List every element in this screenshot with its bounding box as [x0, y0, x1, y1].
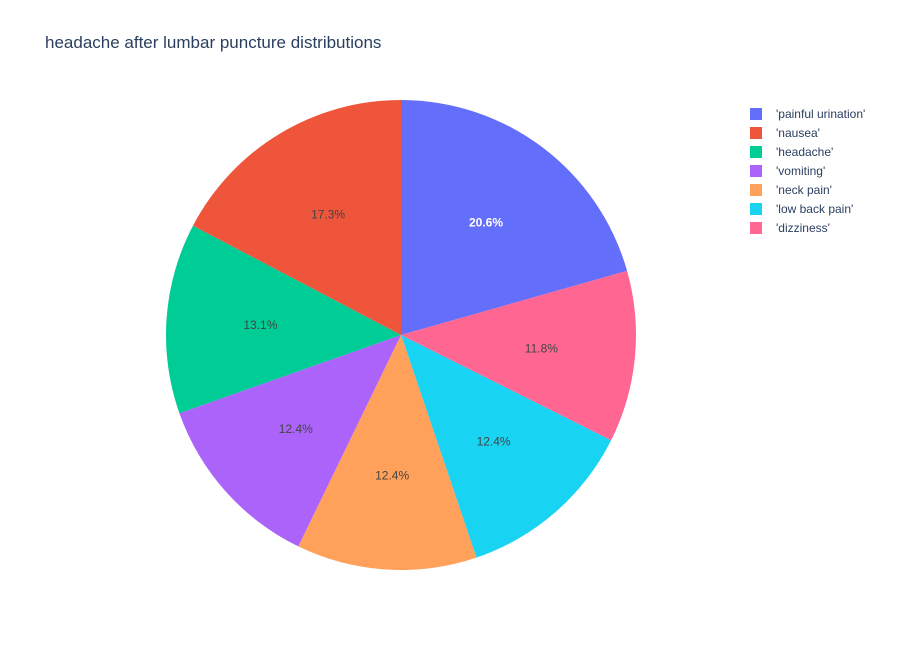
- slice-label-vomiting: 12.4%: [279, 422, 313, 436]
- legend-swatch: [750, 126, 762, 139]
- slice-label-painful-urination: 20.6%: [469, 216, 503, 230]
- legend-swatch: [750, 145, 762, 158]
- legend-swatch: [750, 202, 762, 215]
- legend-label: 'vomiting': [776, 163, 826, 178]
- pie-slice-labels: 20.6% 11.8% 12.4% 12.4% 12.4% 13.1% 17.3%: [243, 207, 558, 482]
- pie-slice-dizziness[interactable]: [401, 270, 636, 441]
- legend-label: 'dizziness': [776, 220, 830, 235]
- pie-slice-low-back-pain[interactable]: [401, 335, 612, 558]
- legend-label: 'headache': [776, 144, 834, 159]
- pie-slice-nausea[interactable]: [192, 100, 401, 335]
- legend-swatch: [750, 107, 762, 120]
- legend-item-neck-pain[interactable]: 'neck pain': [750, 180, 865, 199]
- pie-slice-painful-urination[interactable]: [401, 100, 628, 335]
- legend-item-dizziness[interactable]: 'dizziness': [750, 218, 865, 237]
- slice-label-dizziness: 11.8%: [525, 341, 558, 355]
- pie-slice-headache[interactable]: [165, 225, 401, 414]
- legend-item-headache[interactable]: 'headache': [750, 142, 865, 161]
- legend: 'painful urination' 'nausea' 'headache' 'vo…: [750, 104, 865, 237]
- legend-item-vomiting[interactable]: 'vomiting': [750, 161, 865, 180]
- legend-item-low-back-pain[interactable]: 'low back pain': [750, 199, 865, 218]
- slice-label-low-back-pain: 12.4%: [477, 434, 511, 448]
- pie-slices: [165, 100, 636, 570]
- pie-slice-vomiting[interactable]: [179, 335, 401, 547]
- legend-swatch: [750, 221, 762, 234]
- slice-label-nausea: 17.3%: [311, 207, 345, 221]
- legend-swatch: [750, 164, 762, 177]
- pie-slice-neck-pain[interactable]: [298, 335, 477, 570]
- legend-label: 'painful urination': [776, 106, 866, 121]
- legend-label: 'low back pain': [776, 201, 854, 216]
- legend-swatch: [750, 183, 762, 196]
- legend-label: 'nausea': [776, 125, 820, 140]
- slice-label-headache: 13.1%: [243, 318, 277, 332]
- chart-title: headache after lumbar puncture distribut…: [45, 33, 382, 52]
- legend-label: 'neck pain': [776, 182, 832, 197]
- legend-item-painful-urination[interactable]: 'painful urination': [750, 104, 865, 123]
- legend-item-nausea[interactable]: 'nausea': [750, 123, 865, 142]
- slice-label-neck-pain: 12.4%: [375, 469, 409, 483]
